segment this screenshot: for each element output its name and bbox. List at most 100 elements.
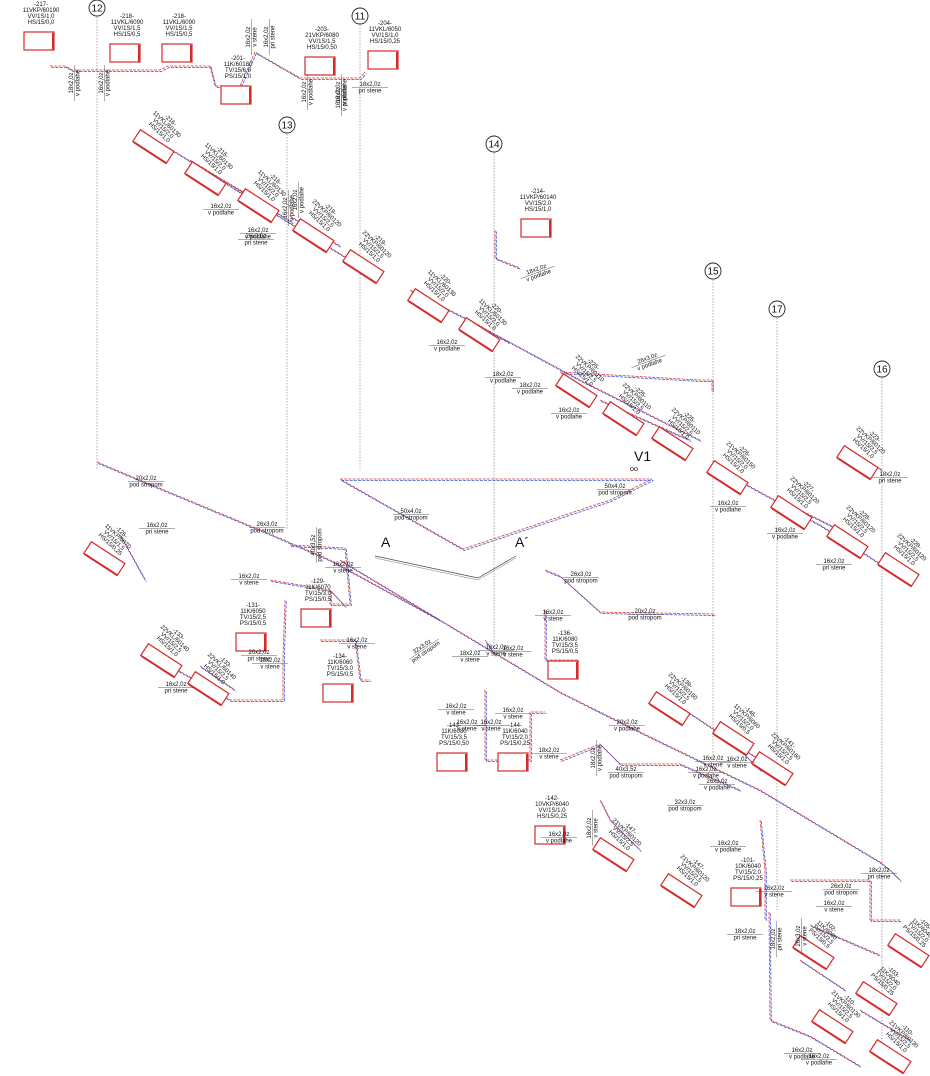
radiator-label-line: -204- [378, 21, 392, 27]
pipe-label-line: 18x2,0z [69, 72, 75, 93]
radiator-label-line: HS/15/0,0 [28, 20, 55, 26]
pipe-label-line: 16x2,0z [485, 645, 506, 651]
supply-pipe [790, 879, 900, 921]
pipe-label-line: 16x2,0z [717, 501, 738, 507]
pipe-label-line: pod stropom [250, 529, 283, 535]
pipe-label-line: pri stene [822, 566, 846, 572]
pipe-label-line: 16x2,0z [726, 757, 747, 763]
radiator-label-line: 10VKP/6040 [535, 802, 569, 808]
pipe-label-p45: 16x2,0zv podlahe [688, 767, 724, 780]
radiator-edge [856, 993, 890, 1017]
radiator-body [23, 31, 55, 51]
pipe-label-p39: 16x2,0zv stene [438, 704, 474, 717]
pipe-label-p44: 26x3,0zv podlahe [699, 779, 735, 792]
radiator-label-line: TV/15/3,5 [552, 643, 579, 649]
axis-circle-14 [485, 135, 503, 153]
radiator-label-line: PS/15/0,5 [552, 649, 579, 655]
radiator-label-line: PS/15/0,5 [305, 597, 332, 603]
pipe-label-line: 26x3,0z [570, 572, 591, 578]
radiator-edge [888, 945, 922, 969]
radiator-body [520, 218, 552, 238]
pipe-label-p58: 18x2,0z pri stene [771, 921, 784, 957]
radiator-label-line: 11VKP/60140 [520, 195, 557, 201]
return-pipe [561, 745, 742, 792]
pipe-label-line: pod stropom [628, 616, 661, 622]
return-pipe [861, 1011, 912, 1042]
supply-pipe [189, 159, 251, 197]
pipe-label-p6: 16x2,0z v podlahe [302, 74, 315, 110]
pipe-label-line: 16x2,0z [238, 574, 259, 580]
pipe-label-line: v stene [460, 658, 480, 664]
pipe-label-line: 16x2,0z [283, 197, 289, 218]
supply-pipe [339, 478, 653, 550]
return-pipe [600, 801, 642, 852]
valve-symbol [630, 467, 634, 471]
radiator-edge [603, 413, 637, 437]
return-pipe [191, 161, 252, 198]
radiator-label-line: 11K/6070 [305, 585, 331, 591]
pipe-label-line: 26x3,0z [706, 779, 727, 785]
return-pipe [341, 561, 882, 864]
radiator-label-line: TV/15/2,5 [240, 615, 267, 621]
pipe-label-line: 16x2,0z [791, 1048, 812, 1054]
return-pipe [760, 821, 767, 922]
pipe-label-line: pri stene [878, 479, 902, 485]
return-pipe [291, 546, 352, 606]
pipe-label-line: pri stene [778, 927, 784, 951]
radiator-label-line: 11K/6060 [327, 660, 353, 666]
radiator-body [547, 660, 579, 680]
radiator-edge [343, 261, 377, 285]
radiator-label-line: 11VKL/6090 [163, 20, 196, 26]
pipe-label-line: 16x2,0z [210, 204, 231, 210]
valve-symbol [634, 467, 638, 471]
pipe-label-line: 18x2,0z [359, 82, 380, 88]
return-pipe [495, 231, 522, 270]
radiator-label-line: 11K/6080 [552, 637, 578, 643]
pipe-label-line: v podlahe [434, 347, 461, 353]
pipe-label-p63: 16x2,0zv stene [449, 720, 485, 733]
radiator-edge [713, 733, 747, 757]
pipe-label-p50: 16x2,0zv stene [816, 901, 852, 914]
pipe-label-line: 16x2,0z [445, 704, 466, 710]
axis-number-14: 14 [488, 140, 500, 151]
pipe-label-line: 18x2,0z [459, 651, 480, 657]
pipe-label-line: v stene [539, 755, 559, 761]
supply-pipe [719, 469, 891, 571]
radiator-label-line: -214- [531, 189, 545, 195]
radiator-edge [84, 553, 118, 577]
pipe-label-p38: 16x2,0zv stene [478, 645, 514, 658]
supply-pipe [289, 544, 351, 605]
pipe-label-leader [520, 266, 555, 279]
radiator-edge [556, 385, 590, 409]
pipe-label-line: v podlahe [789, 1055, 816, 1061]
radiator-label-line: HS/15/1,0 [525, 207, 552, 213]
supply-pipe [320, 639, 370, 681]
pipe-label-line: pri stene [867, 875, 891, 881]
radiator-edge [293, 230, 327, 254]
radiator-edge [185, 173, 219, 197]
pipe-label-line: v stene [503, 715, 523, 721]
pipe-label-line: 16x2,0z [99, 72, 105, 93]
radiator-edge [752, 763, 786, 787]
radiator-label-line: TV/15/3,0 [327, 666, 354, 672]
radiator-edge [408, 300, 442, 324]
pipe-label-line: v stene [594, 818, 600, 838]
radiator-edge [771, 507, 805, 531]
pipe-label-line: pri stene [271, 25, 277, 49]
pipe-label-p9: 16x2,0z v podlahe [283, 190, 296, 226]
return-pipe [811, 926, 882, 957]
section-line-a [374, 555, 517, 579]
